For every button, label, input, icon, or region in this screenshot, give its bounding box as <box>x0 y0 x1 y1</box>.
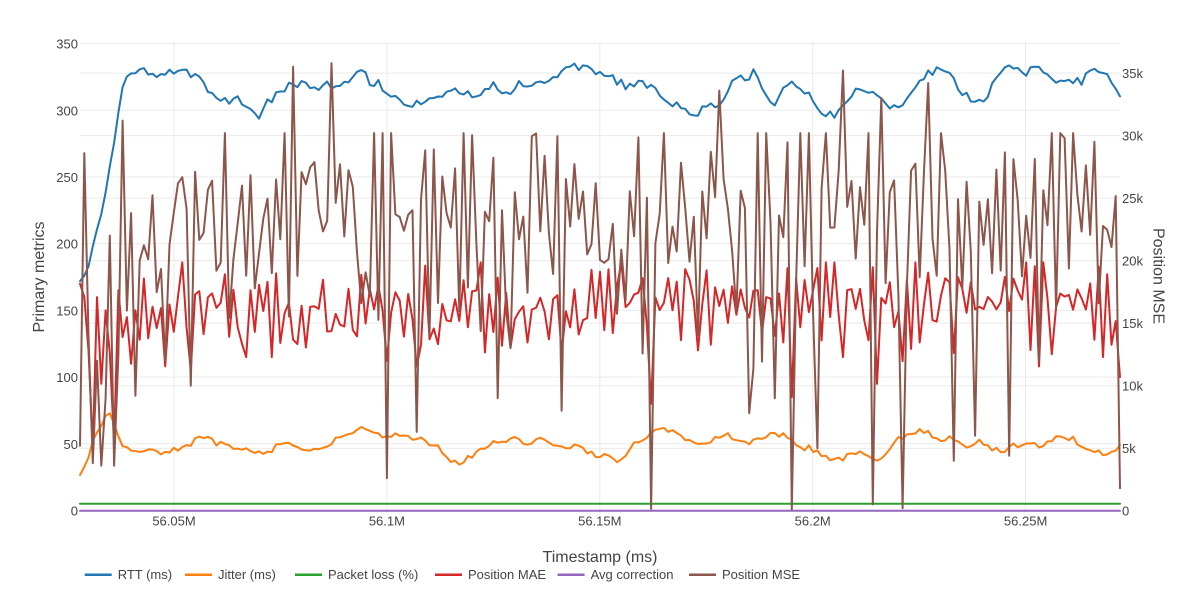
svg-text:15k: 15k <box>1122 316 1143 331</box>
svg-text:Position MSE: Position MSE <box>722 567 800 582</box>
svg-text:30k: 30k <box>1122 129 1143 144</box>
svg-text:50: 50 <box>64 437 78 452</box>
svg-text:56.05M: 56.05M <box>152 514 195 529</box>
svg-text:10k: 10k <box>1122 379 1143 394</box>
svg-text:56.15M: 56.15M <box>578 514 621 529</box>
svg-text:Timestamp (ms): Timestamp (ms) <box>543 549 658 566</box>
svg-text:150: 150 <box>56 303 78 318</box>
svg-text:5k: 5k <box>1122 441 1136 456</box>
svg-text:300: 300 <box>56 103 78 118</box>
svg-text:35k: 35k <box>1122 66 1143 81</box>
svg-text:20k: 20k <box>1122 254 1143 269</box>
svg-text:Position MAE: Position MAE <box>468 567 546 582</box>
svg-text:200: 200 <box>56 237 78 252</box>
svg-text:56.25M: 56.25M <box>1004 514 1047 529</box>
svg-text:56.2M: 56.2M <box>795 514 831 529</box>
svg-text:0: 0 <box>71 504 78 519</box>
svg-text:350: 350 <box>56 37 78 52</box>
svg-text:250: 250 <box>56 170 78 185</box>
svg-text:Primary metrics: Primary metrics <box>31 221 48 332</box>
svg-text:Position MSE: Position MSE <box>1150 228 1167 324</box>
svg-text:56.1M: 56.1M <box>369 514 405 529</box>
svg-text:Packet loss (%): Packet loss (%) <box>328 567 418 582</box>
svg-text:0: 0 <box>1122 504 1129 519</box>
svg-text:Avg correction: Avg correction <box>591 567 674 582</box>
svg-text:25k: 25k <box>1122 191 1143 206</box>
svg-text:100: 100 <box>56 370 78 385</box>
svg-text:Jitter (ms): Jitter (ms) <box>218 567 276 582</box>
svg-text:RTT (ms): RTT (ms) <box>118 567 172 582</box>
